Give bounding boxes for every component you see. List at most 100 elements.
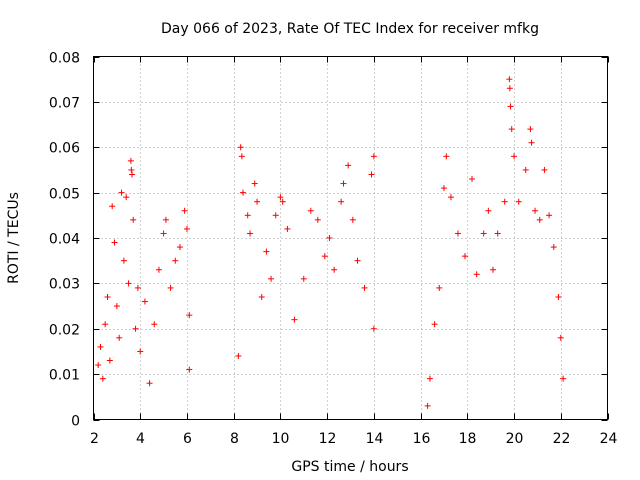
data-point — [160, 230, 167, 237]
data-point — [237, 144, 244, 151]
y-tick-label: 0.04 — [49, 232, 80, 248]
data-point — [109, 203, 116, 210]
data-point — [515, 198, 522, 205]
data-point — [506, 85, 513, 92]
data-point — [186, 366, 193, 373]
y-axis-ticks: 0 0.01 0.02 0.03 0.04 0.05 0.06 0.07 0.08 — [49, 51, 608, 430]
data-point — [263, 248, 270, 255]
x-tick-label: 14 — [366, 431, 384, 447]
data-point — [506, 76, 513, 83]
data-point — [501, 198, 508, 205]
data-point — [132, 325, 139, 332]
data-point — [447, 194, 454, 201]
x-tick-label: 20 — [506, 431, 524, 447]
y-tick-label: 0.05 — [49, 187, 80, 203]
x-tick-label: 2 — [90, 431, 99, 447]
data-point — [426, 375, 433, 382]
x-axis-label: GPS time / hours — [291, 459, 408, 475]
data-point — [468, 176, 475, 183]
data-point — [508, 126, 515, 133]
data-point — [424, 402, 431, 409]
data-point — [528, 139, 535, 146]
data-point — [141, 298, 148, 305]
x-tick-label: 4 — [136, 431, 145, 447]
data-point — [557, 334, 564, 341]
data-point — [97, 343, 104, 350]
data-point — [129, 171, 136, 178]
y-tick-label: 0.08 — [49, 51, 80, 67]
data-point — [555, 293, 562, 300]
data-point — [113, 303, 120, 310]
data-point — [370, 325, 377, 332]
data-point — [95, 362, 102, 369]
data-point — [314, 216, 321, 223]
x-tick-label: 10 — [272, 431, 290, 447]
x-tick-label: 22 — [553, 431, 571, 447]
data-point — [116, 334, 123, 341]
data-point — [473, 271, 480, 278]
data-point — [507, 103, 514, 110]
data-point — [527, 126, 534, 133]
x-tick-label: 24 — [600, 431, 618, 447]
data-point — [443, 153, 450, 160]
data-point — [361, 284, 368, 291]
data-point — [511, 153, 518, 160]
data-point — [431, 321, 438, 328]
data-point — [354, 257, 361, 264]
data-point — [244, 212, 251, 219]
data-point — [102, 321, 109, 328]
data-point — [546, 212, 553, 219]
data-point — [176, 244, 183, 251]
data-point — [536, 216, 543, 223]
data-point — [128, 166, 135, 173]
data-point — [247, 230, 254, 237]
y-tick-label: 0.03 — [49, 277, 80, 293]
data-point — [235, 352, 242, 359]
data-point — [550, 244, 557, 251]
data-point — [130, 216, 137, 223]
data-point — [284, 225, 291, 232]
data-point — [183, 225, 190, 232]
data-point — [368, 171, 375, 178]
data-point — [127, 157, 134, 164]
data-point — [146, 380, 153, 387]
data-point — [186, 312, 193, 319]
data-point — [338, 198, 345, 205]
data-point — [454, 230, 461, 237]
data-point — [494, 230, 501, 237]
data-points — [95, 76, 567, 409]
data-point — [532, 207, 539, 214]
data-point — [240, 189, 247, 196]
data-point — [118, 189, 125, 196]
data-point — [155, 266, 162, 273]
data-point — [258, 293, 265, 300]
data-point — [522, 166, 529, 173]
data-point — [111, 239, 118, 246]
data-point — [277, 194, 284, 201]
data-point — [291, 316, 298, 323]
chart-title: Day 066 of 2023, Rate Of TEC Index for r… — [161, 21, 539, 37]
data-point — [151, 321, 158, 328]
x-axis-ticks: 2 4 6 8 10 12 14 16 18 20 22 24 — [90, 56, 618, 447]
data-point — [326, 235, 333, 241]
y-tick-label: 0.02 — [49, 323, 80, 339]
data-point — [268, 275, 275, 282]
data-point — [134, 284, 141, 291]
data-point — [181, 207, 188, 214]
data-point — [167, 284, 174, 291]
data-point — [461, 253, 468, 260]
data-point — [370, 153, 377, 160]
data-point — [251, 180, 258, 187]
data-point — [541, 166, 548, 173]
x-tick-label: 16 — [413, 431, 431, 447]
data-point — [300, 275, 307, 282]
y-tick-label: 0.06 — [49, 141, 80, 157]
data-point — [490, 266, 497, 273]
data-point — [254, 198, 261, 205]
data-point — [120, 257, 127, 264]
x-tick-label: 12 — [319, 431, 337, 447]
y-tick-label: 0.07 — [49, 96, 80, 112]
data-point — [99, 375, 106, 382]
